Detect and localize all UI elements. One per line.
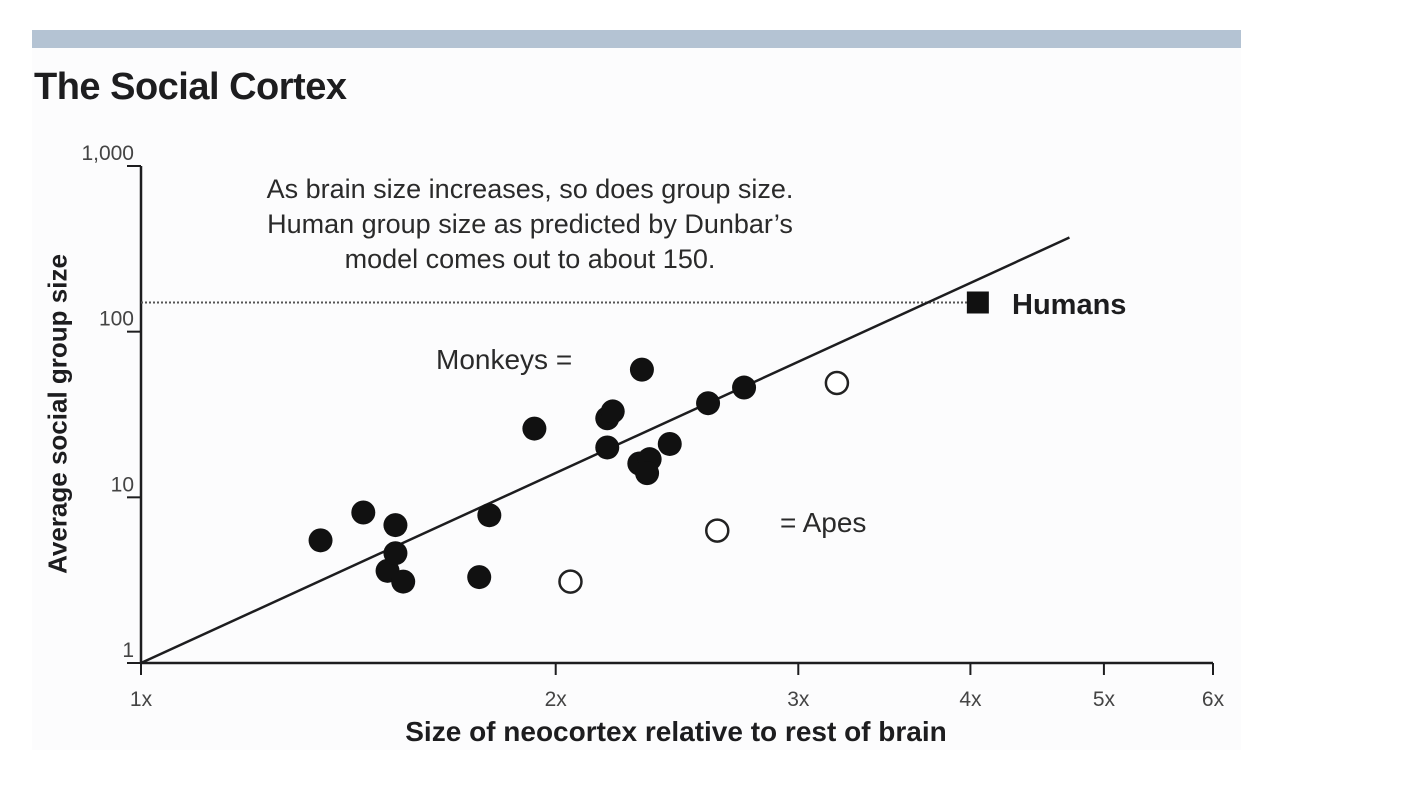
ape-point <box>558 569 583 594</box>
monkey-point <box>467 565 492 590</box>
chart-panel <box>32 30 1241 750</box>
legend-monkeys-marker <box>629 357 654 382</box>
annotation-line-3: model comes out to about 150. <box>344 244 716 274</box>
legend-apes-marker <box>705 518 730 543</box>
x-tick-label: 6x <box>1202 688 1225 711</box>
monkey-point <box>657 431 682 456</box>
ape-point <box>824 370 850 396</box>
monkey-point <box>600 399 625 424</box>
tick-labels: 1x 2x 3x 4x 5x 6x 1 10 100 1,000 <box>81 142 1224 711</box>
x-axis-label: Size of neocortex relative to rest of br… <box>405 716 947 747</box>
monkey-point <box>351 500 376 525</box>
x-tick-label: 5x <box>1093 688 1116 711</box>
humans-label: Humans <box>1012 289 1127 321</box>
y-tick-label: 1 <box>122 639 134 662</box>
monkey-point <box>477 503 502 528</box>
data-points <box>308 291 989 594</box>
monkey-point <box>383 513 408 538</box>
chart-annotation: As brain size increases, so does group s… <box>190 172 870 277</box>
x-tick-label: 3x <box>787 688 810 711</box>
monkey-point <box>308 528 333 553</box>
chart-title: The Social Cortex <box>34 66 347 108</box>
monkey-point <box>391 569 416 594</box>
monkey-point <box>696 391 721 416</box>
header-band <box>32 30 1241 48</box>
monkey-point <box>383 541 408 566</box>
x-tick-label: 4x <box>959 688 982 711</box>
monkey-point <box>522 416 547 441</box>
y-tick-label: 1,000 <box>81 142 134 165</box>
x-tick-label: 1x <box>130 688 153 711</box>
annotation-line-1: As brain size increases, so does group s… <box>266 174 794 204</box>
legend-monkeys-label: Monkeys = <box>436 344 573 375</box>
annotation-line-2: Human group size as predicted by Dunbar’… <box>267 209 793 239</box>
humans-point <box>966 291 989 314</box>
y-axis-label: Average social group size <box>42 254 73 574</box>
y-tick-label: 100 <box>99 308 134 331</box>
monkey-point <box>635 461 660 486</box>
x-tick-label: 2x <box>545 688 568 711</box>
monkey-point <box>732 375 757 400</box>
monkey-point <box>595 435 620 460</box>
legend-apes-label: = Apes <box>780 507 867 538</box>
y-tick-label: 10 <box>111 473 134 496</box>
axes <box>127 165 1214 675</box>
